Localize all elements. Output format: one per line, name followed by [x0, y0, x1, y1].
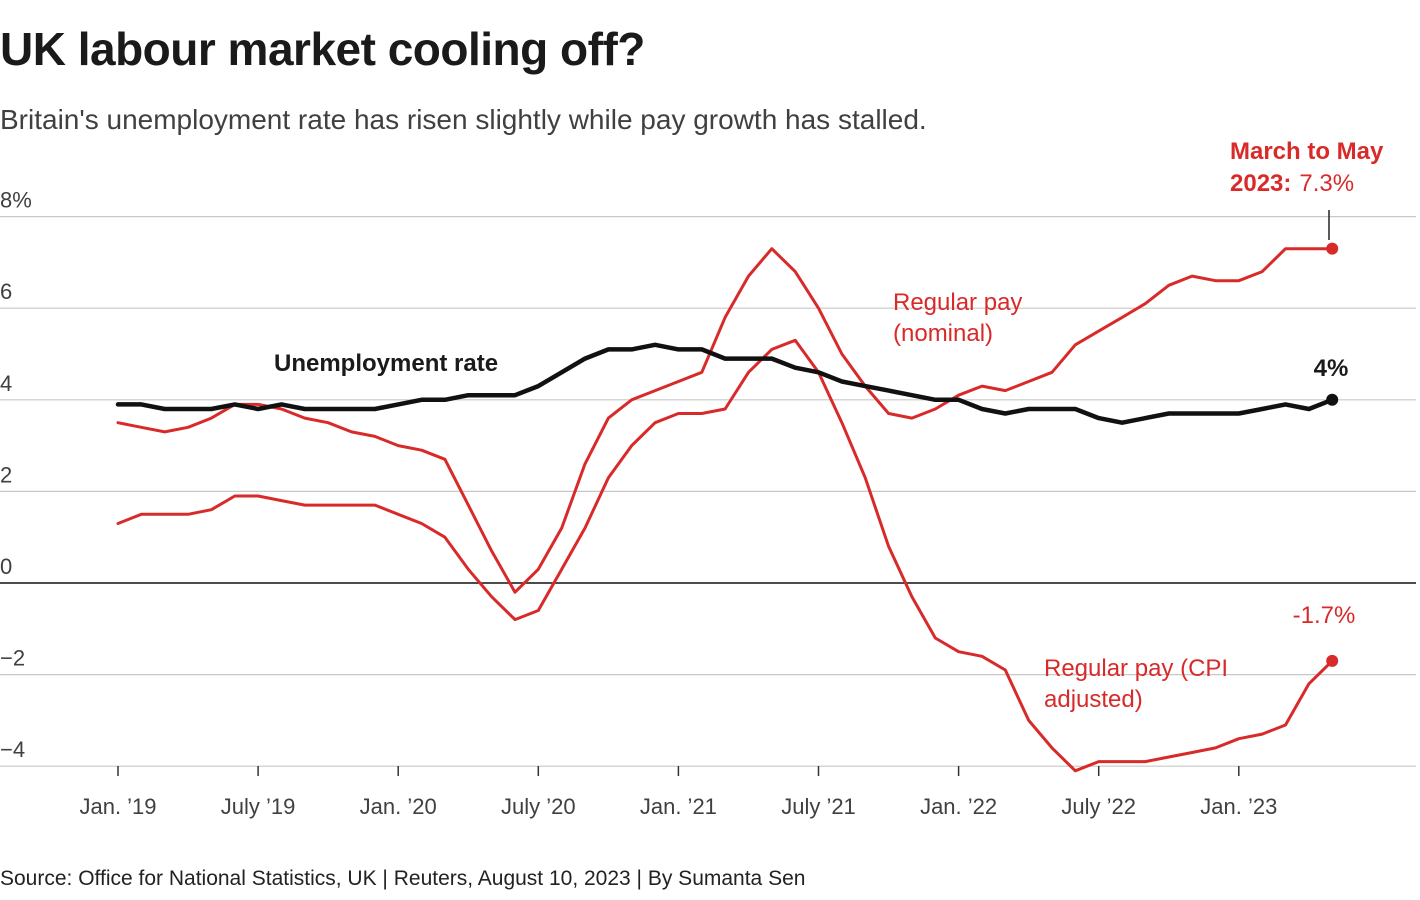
x-tick-label: July ’22	[1061, 794, 1136, 819]
nominal-series-label-line2: (nominal)	[893, 320, 993, 347]
unemployment-end-label: 4%	[1314, 355, 1349, 382]
x-tick-label: Jan. ’20	[360, 794, 437, 819]
x-tick-label: July ’21	[781, 794, 856, 819]
unemployment-end-marker	[1326, 393, 1339, 406]
x-axis: Jan. ’19 July ’19 Jan. ’20 July ’20 Jan. ’21…	[79, 766, 1277, 819]
callout-line2: 2023: 7.3%	[1230, 170, 1354, 197]
cpi-end-label: -1.7%	[1293, 602, 1356, 629]
chart-subtitle: Britain's unemployment rate has risen sl…	[0, 104, 927, 135]
x-tick-label: July ’20	[501, 794, 576, 819]
callout-value: 7.3%	[1299, 170, 1354, 197]
unemployment-series-label: Unemployment rate	[274, 350, 498, 377]
cpi-series-label-line2: adjusted)	[1044, 686, 1143, 713]
chart-title: UK labour market cooling off?	[0, 23, 645, 75]
callout-line1: March to May	[1230, 138, 1384, 165]
cpi-series-line	[116, 338, 1334, 773]
y-tick-label: 0	[0, 554, 12, 579]
y-tick-label: −4	[0, 737, 25, 762]
grid-lines	[0, 216, 1416, 767]
unemployment-series-line	[115, 342, 1335, 425]
y-tick-label: 6	[0, 279, 12, 304]
x-tick-label: July ’19	[221, 794, 296, 819]
nominal-end-marker	[1326, 242, 1339, 255]
x-tick-label: Jan. ’23	[1200, 794, 1277, 819]
nominal-series-line	[116, 247, 1334, 594]
y-tick-label: 2	[0, 462, 12, 487]
series-lines	[115, 242, 1339, 773]
y-tick-label: −2	[0, 646, 25, 671]
x-tick-label: Jan. ’22	[920, 794, 997, 819]
nominal-series-label-line1: Regular pay	[893, 289, 1022, 316]
cpi-series-label-line1: Regular pay (CPI	[1044, 655, 1228, 682]
x-tick-label: Jan. ’19	[79, 794, 156, 819]
x-tick-label: Jan. ’21	[640, 794, 717, 819]
line-chart: −4 −2 0 2 4 6 8% Jan. ’19 July ’19 Jan. ’20 July …	[0, 138, 1416, 819]
callout-date: 2023:	[1230, 170, 1291, 197]
cpi-end-marker	[1326, 654, 1339, 667]
y-tick-label: 4	[0, 371, 12, 396]
y-axis-labels: −4 −2 0 2 4 6 8%	[0, 188, 32, 763]
y-tick-label: 8%	[0, 188, 32, 213]
source-note: Source: Office for National Statistics, …	[0, 867, 806, 890]
annotations: Unemployment rate Regular pay (nominal) …	[274, 138, 1384, 713]
